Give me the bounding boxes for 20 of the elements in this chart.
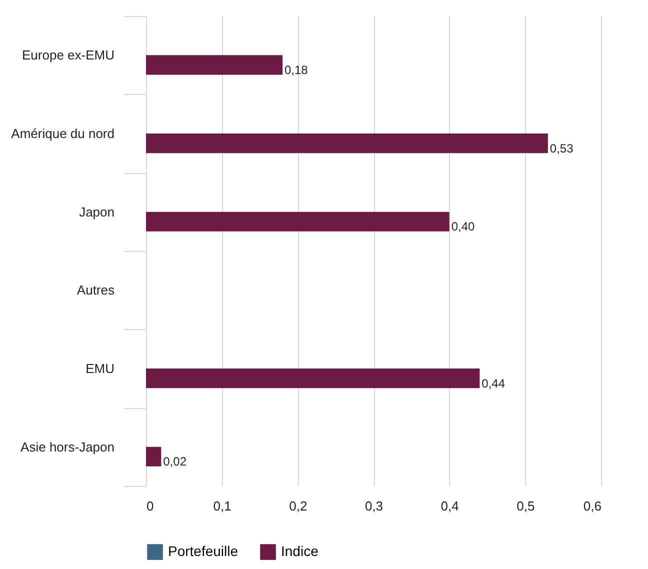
- data-label: 0,40: [451, 220, 476, 234]
- x-tick-label: 0,2: [289, 498, 308, 514]
- data-label: 0,02: [163, 454, 187, 469]
- legend-label: Portefeuille: [168, 543, 238, 560]
- y-tick-label: Autres: [76, 282, 115, 298]
- x-tick-label: 0,3: [364, 498, 384, 514]
- x-tick-label: 0,5: [516, 498, 535, 514]
- x-tick-label: 0: [146, 498, 154, 514]
- data-label: 0,53: [550, 141, 574, 156]
- x-tick-label: 0,6: [583, 498, 602, 514]
- y-tick-label: Amérique du nord: [11, 126, 114, 141]
- y-tick-label: Japon: [79, 204, 114, 220]
- y-tick-label: Asie hors-Japon: [20, 439, 114, 454]
- y-tick-label: EMU: [86, 361, 114, 376]
- x-tick-label: 0,1: [213, 498, 232, 514]
- y-tick-label: Europe ex-EMU: [22, 48, 114, 63]
- legend-label: Indice: [281, 543, 319, 560]
- data-label: 0,44: [482, 376, 506, 390]
- data-label: 0,18: [284, 62, 308, 77]
- x-tick-label: 0,4: [440, 498, 459, 514]
